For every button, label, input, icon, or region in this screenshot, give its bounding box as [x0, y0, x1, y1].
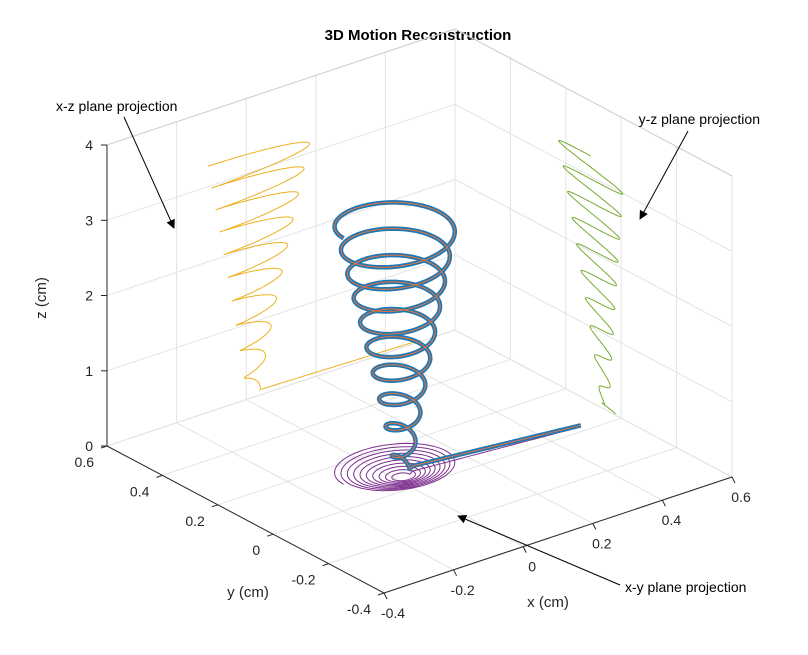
x-tick-mark: [661, 499, 666, 507]
z-tick-label: 4: [85, 137, 93, 153]
x-tick-mark: [453, 569, 458, 577]
grid-line-yz-z: [454, 179, 733, 327]
x-tick-label: 0: [528, 559, 536, 575]
x-tick-label: -0.2: [451, 582, 475, 598]
grid-line-floor-x: [315, 375, 594, 524]
annotation-xz-label: x-z plane projection: [56, 98, 177, 114]
x-axis-label: x (cm): [527, 594, 569, 611]
y-tick-label: -0.2: [291, 572, 315, 588]
grid-line-floor-x: [385, 352, 663, 501]
annotation-yz-arrow: [639, 130, 689, 220]
annotations: x-z plane projection y-z plane projection…: [56, 98, 760, 595]
grid-line-floor-x: [245, 399, 524, 548]
y-tick-mark: [322, 563, 329, 567]
box-edge: [454, 28, 733, 177]
annotation-yz-label: y-z plane projection: [639, 111, 760, 127]
grid-line-floor-y: [328, 447, 677, 565]
grid-line-floor-y: [217, 388, 566, 506]
x-axis-line: [383, 476, 733, 594]
y-tick-mark: [211, 504, 218, 508]
grid-line-floor-y: [162, 358, 511, 476]
x-tick-label: 0.2: [592, 535, 612, 551]
annotation-xy-arrow: [457, 515, 621, 586]
z-tick-label: 3: [85, 212, 93, 228]
x-tick-label: 0.4: [662, 512, 682, 528]
x-tick-label: -0.4: [381, 605, 405, 621]
z-tick-label: 1: [85, 363, 93, 379]
annotation-xy-label: x-y plane projection: [625, 579, 746, 595]
y-tick-label: 0.2: [185, 513, 205, 529]
y-tick-mark: [156, 474, 163, 478]
x-tick-label: 0.6: [731, 489, 751, 505]
y-tick-label: -0.4: [347, 601, 371, 617]
xz-projection-line: [207, 141, 421, 391]
y-tick-label: 0: [252, 542, 260, 558]
y-tick-label: 0.6: [75, 454, 95, 470]
xy-projection-line: [334, 426, 582, 492]
y-axis-line: [106, 445, 385, 594]
annotation-xz-arrow: [123, 116, 175, 229]
chart-title: 3D Motion Reconstruction: [325, 27, 512, 44]
grid-line-yz-z: [454, 329, 733, 478]
z-tick-label: 0: [85, 438, 93, 454]
x-tick-mark: [731, 476, 736, 484]
y-axis-label: y (cm): [227, 584, 269, 601]
z-axis-label: z (cm): [33, 277, 50, 319]
trajectory: [332, 200, 582, 472]
z-tick-label: 2: [85, 288, 93, 304]
y-tick-label: 0.4: [130, 483, 150, 499]
projections: [207, 140, 624, 492]
trajectory-points-line: [334, 201, 581, 470]
x-tick-mark: [522, 546, 527, 553]
grid-line-xz-z: [106, 179, 456, 296]
grid-line-yz-z: [454, 254, 733, 403]
grid-line-xz-z: [106, 329, 456, 447]
y-tick-mark: [377, 592, 385, 596]
box-edge: [106, 28, 456, 146]
grid-line-floor-x: [176, 422, 454, 571]
grid-line-yz-z: [454, 103, 733, 252]
grid-line-xz-z: [106, 103, 456, 221]
grid-line-floor-y: [273, 417, 622, 535]
x-tick-mark: [383, 592, 388, 600]
yz-projection-line: [558, 140, 624, 415]
x-tick-mark: [592, 523, 597, 530]
axes-grid: [100, 28, 736, 600]
trajectory-line: [332, 200, 582, 472]
tick-labels: -0.4-0.200.20.40.6-0.4-0.200.20.40.60123…: [75, 137, 751, 621]
y-tick-mark: [267, 533, 274, 537]
grid-line-xz-z: [106, 254, 456, 372]
